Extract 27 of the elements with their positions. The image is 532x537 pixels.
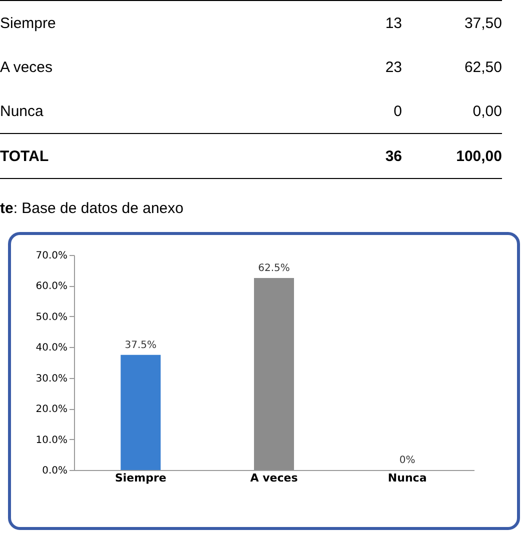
y-tick-label: 10.0% [36, 434, 68, 446]
text: te: Base de datos de anexo [0, 200, 184, 217]
text: 62,50 [463, 58, 502, 76]
x-tick-label: A veces [250, 472, 298, 484]
data-label: 62.5% [258, 263, 290, 274]
text: Nunca [0, 102, 44, 120]
y-tick-label: 70.0% [36, 250, 68, 262]
x-tick-label: Siempre [114, 472, 166, 484]
text: 100,00 [455, 148, 502, 164]
text: 23 [384, 58, 402, 76]
y-tick-label: 30.0% [36, 373, 68, 384]
text: A veces [0, 58, 54, 76]
text: TOTAL [0, 148, 50, 164]
data-label: 0% [399, 455, 416, 466]
y-tick-label: 50.0% [36, 312, 68, 323]
y-tick-label: 0.0% [42, 466, 68, 476]
y-tick-label: 40.0% [36, 342, 68, 354]
y-tick-label: 60.0% [36, 281, 68, 292]
x-tick-label: Nunca [388, 472, 427, 484]
text: Siempre [0, 14, 57, 32]
text: 13 [384, 14, 402, 32]
text: 0,00 [472, 102, 502, 120]
text: 37,50 [463, 14, 502, 32]
data-label: 37.5% [124, 340, 157, 351]
y-tick-label: 20.0% [36, 404, 68, 416]
text: 0 [392, 102, 402, 120]
text: 36 [384, 148, 402, 164]
